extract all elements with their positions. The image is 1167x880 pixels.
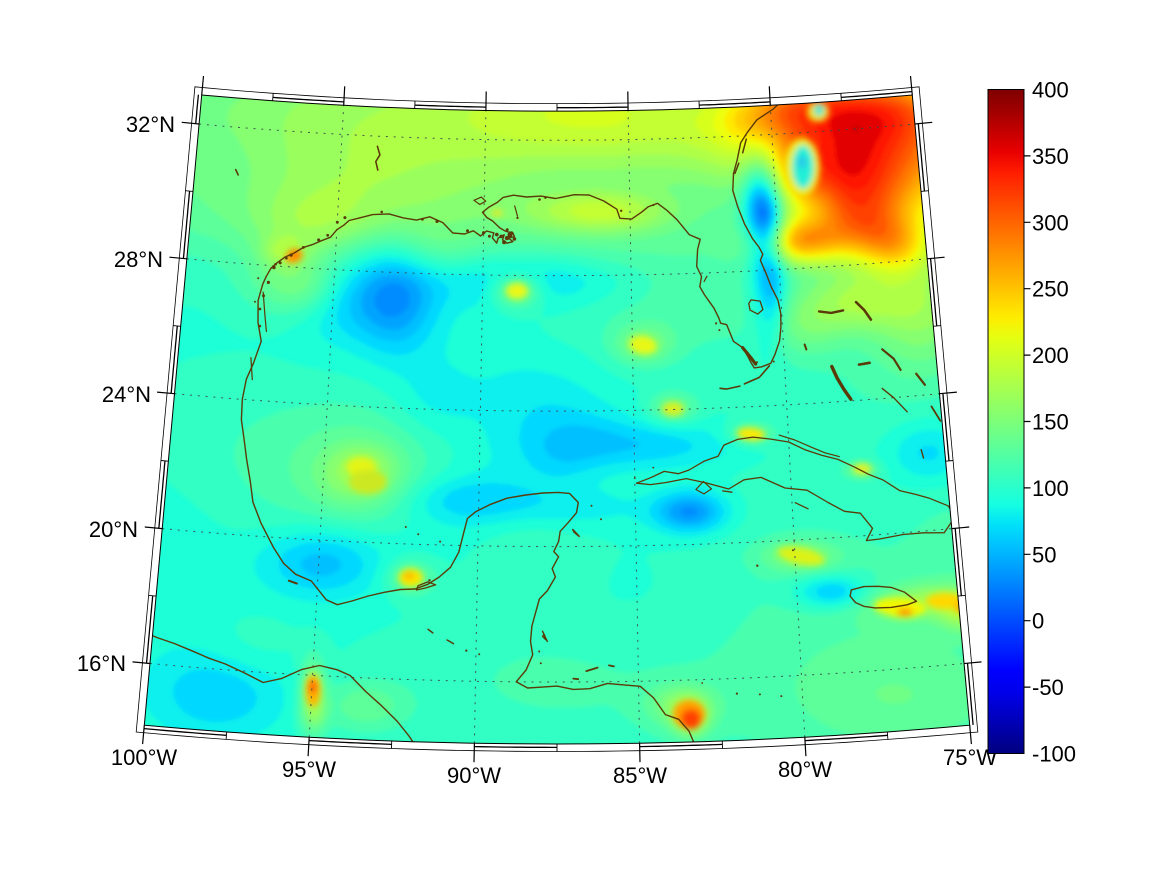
svg-text:20°N: 20°N	[89, 517, 138, 542]
svg-text:400: 400	[1032, 78, 1069, 103]
svg-text:85°W: 85°W	[613, 763, 667, 788]
svg-text:0: 0	[1032, 609, 1044, 634]
svg-text:24°N: 24°N	[102, 382, 151, 407]
svg-text:90°W: 90°W	[447, 763, 501, 788]
svg-text:100: 100	[1032, 476, 1069, 501]
svg-text:200: 200	[1032, 343, 1069, 368]
svg-text:95°W: 95°W	[282, 757, 336, 782]
svg-text:-50: -50	[1032, 675, 1064, 700]
svg-text:80°W: 80°W	[778, 757, 832, 782]
svg-text:250: 250	[1032, 277, 1069, 302]
svg-text:300: 300	[1032, 210, 1069, 235]
svg-text:100°W: 100°W	[111, 745, 178, 770]
svg-text:16°N: 16°N	[77, 651, 126, 676]
svg-text:-100: -100	[1032, 742, 1076, 767]
svg-text:350: 350	[1032, 144, 1069, 169]
svg-text:32°N: 32°N	[126, 112, 175, 137]
svg-text:28°N: 28°N	[114, 247, 163, 272]
svg-text:150: 150	[1032, 410, 1069, 435]
svg-text:50: 50	[1032, 542, 1056, 567]
